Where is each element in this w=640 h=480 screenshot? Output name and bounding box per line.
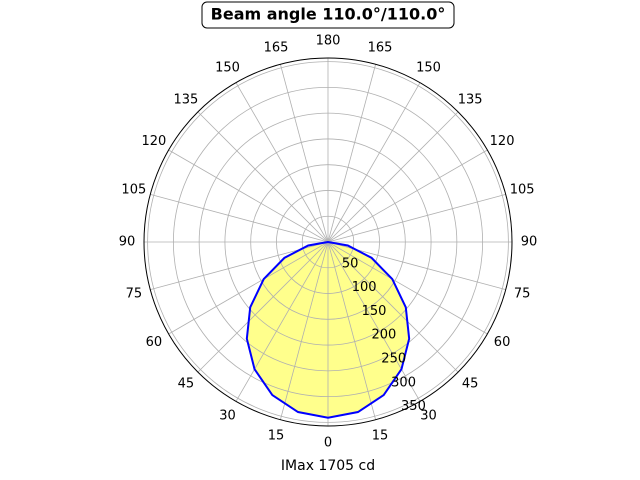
angle-tick-label: 45 (178, 377, 195, 392)
angle-tick-label: 150 (416, 60, 441, 75)
angle-tick-label: 15 (372, 429, 389, 444)
angle-tick-label: 0 (324, 436, 332, 451)
angle-tick-label: 135 (173, 92, 198, 107)
chart-title: Beam angle 110.0°/110.0° (211, 5, 446, 24)
angular-grid-line (327, 241, 421, 402)
angle-tick-label: 60 (494, 335, 511, 350)
radial-tick-label: 300 (391, 375, 416, 390)
polar-frame (143, 57, 513, 427)
angle-tick-label: 60 (146, 335, 163, 350)
angle-tick-label: 180 (316, 34, 341, 49)
angle-tick-label: 135 (458, 92, 483, 107)
angle-tick-label: 75 (514, 287, 531, 302)
angle-tick-label: 165 (264, 40, 289, 55)
angle-tick-label: 30 (219, 409, 236, 424)
radial-tick-label: 350 (401, 399, 426, 414)
title-box (201, 1, 455, 29)
x-axis-label: IMax 1705 cd (281, 458, 375, 474)
angular-grid-line (235, 241, 329, 402)
beam-line (245, 240, 411, 419)
angle-tick-label: 120 (490, 134, 515, 149)
angular-grid-line (197, 241, 329, 373)
angle-tick-label: 165 (368, 40, 393, 55)
angular-grid-line (327, 193, 506, 243)
angle-tick-label: 150 (215, 60, 240, 75)
angle-tick-label: 120 (142, 134, 167, 149)
angular-grid-line (150, 193, 329, 243)
radial-tick-label: 250 (381, 352, 406, 367)
angular-grid-line (327, 241, 488, 335)
angular-grid-line (168, 149, 329, 243)
angular-grid-line (327, 241, 377, 420)
radial-tick-label: 50 (342, 256, 359, 271)
radial-tick-label: 200 (371, 328, 396, 343)
angle-tick-label: 45 (462, 377, 479, 392)
radial-tick-label: 100 (352, 280, 377, 295)
angle-tick-label: 15 (268, 429, 285, 444)
angle-tick-label: 90 (119, 235, 136, 250)
angular-grid-line (235, 82, 329, 243)
angular-grid-line (327, 111, 459, 243)
angular-grid-line (327, 241, 459, 373)
angle-tick-label: 75 (126, 287, 143, 302)
angular-grid-line (168, 241, 329, 335)
angular-grid-line (279, 241, 329, 420)
angular-grid-line (279, 64, 329, 243)
angular-grid-line (327, 82, 421, 243)
angle-tick-label: 105 (121, 182, 146, 197)
angular-grid-line (327, 149, 488, 243)
radial-tick-label: 150 (362, 304, 387, 319)
angle-tick-label: 90 (521, 235, 538, 250)
angular-grid-line (327, 64, 377, 243)
angle-tick-label: 30 (420, 409, 437, 424)
angular-grid-line (197, 111, 329, 243)
angle-tick-label: 105 (510, 182, 535, 197)
